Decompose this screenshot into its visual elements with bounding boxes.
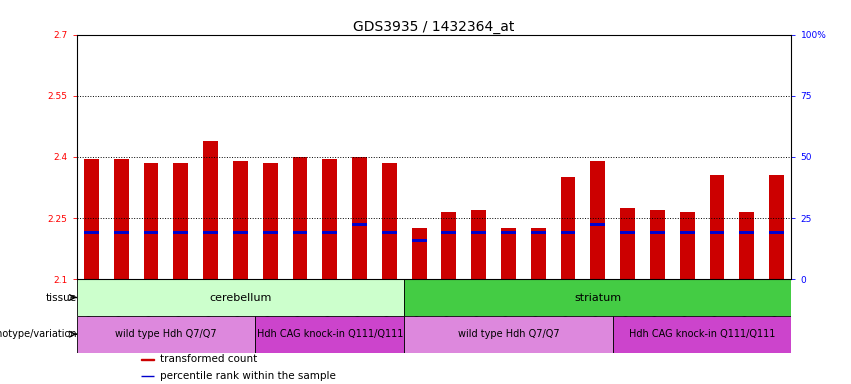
Bar xyxy=(650,231,665,234)
Bar xyxy=(769,231,784,234)
Bar xyxy=(263,231,277,234)
Text: genotype/variation: genotype/variation xyxy=(0,329,77,339)
Text: Hdh CAG knock-in Q111/Q111: Hdh CAG knock-in Q111/Q111 xyxy=(256,329,403,339)
Text: striatum: striatum xyxy=(574,293,621,303)
Bar xyxy=(740,231,754,234)
Text: wild type Hdh Q7/Q7: wild type Hdh Q7/Q7 xyxy=(458,329,559,339)
Bar xyxy=(323,231,337,234)
Bar xyxy=(501,228,516,279)
Bar xyxy=(382,231,397,234)
Bar xyxy=(293,157,307,279)
Bar xyxy=(233,231,248,234)
Bar xyxy=(174,163,188,279)
Bar xyxy=(77,279,404,316)
Bar xyxy=(114,159,129,279)
Bar xyxy=(293,231,307,234)
Bar xyxy=(471,210,486,279)
Bar xyxy=(412,239,426,242)
Bar xyxy=(442,212,456,279)
Bar xyxy=(620,208,635,279)
Bar xyxy=(442,231,456,234)
Bar xyxy=(680,212,694,279)
Text: tissue: tissue xyxy=(46,293,77,303)
Bar xyxy=(591,161,605,279)
Bar xyxy=(561,177,575,279)
Bar xyxy=(352,157,367,279)
Bar xyxy=(650,210,665,279)
Bar xyxy=(412,228,426,279)
Bar xyxy=(114,231,129,234)
Text: cerebellum: cerebellum xyxy=(209,293,271,303)
Bar xyxy=(680,231,694,234)
Bar xyxy=(471,231,486,234)
Text: Hdh CAG knock-in Q111/Q111: Hdh CAG knock-in Q111/Q111 xyxy=(629,329,775,339)
Text: transformed count: transformed count xyxy=(159,354,257,364)
Bar xyxy=(84,231,99,234)
Bar xyxy=(141,359,154,360)
Bar xyxy=(769,175,784,279)
Bar xyxy=(710,231,724,234)
Bar xyxy=(144,163,158,279)
Bar xyxy=(203,141,218,279)
Bar xyxy=(255,316,404,353)
Bar xyxy=(620,231,635,234)
Bar xyxy=(352,222,367,226)
Bar xyxy=(531,228,545,279)
Text: percentile rank within the sample: percentile rank within the sample xyxy=(159,371,335,381)
Bar xyxy=(501,231,516,234)
Bar xyxy=(233,161,248,279)
Bar xyxy=(531,231,545,234)
Bar xyxy=(84,159,99,279)
Bar xyxy=(263,163,277,279)
Bar xyxy=(613,316,791,353)
Bar xyxy=(710,175,724,279)
Bar xyxy=(382,163,397,279)
Bar xyxy=(561,231,575,234)
Bar xyxy=(144,231,158,234)
Bar xyxy=(404,316,613,353)
Bar xyxy=(323,159,337,279)
Text: wild type Hdh Q7/Q7: wild type Hdh Q7/Q7 xyxy=(115,329,217,339)
Bar xyxy=(591,222,605,226)
Bar xyxy=(203,231,218,234)
Bar xyxy=(77,316,255,353)
Bar xyxy=(174,231,188,234)
Title: GDS3935 / 1432364_at: GDS3935 / 1432364_at xyxy=(353,20,515,33)
Bar xyxy=(740,212,754,279)
Bar xyxy=(404,279,791,316)
